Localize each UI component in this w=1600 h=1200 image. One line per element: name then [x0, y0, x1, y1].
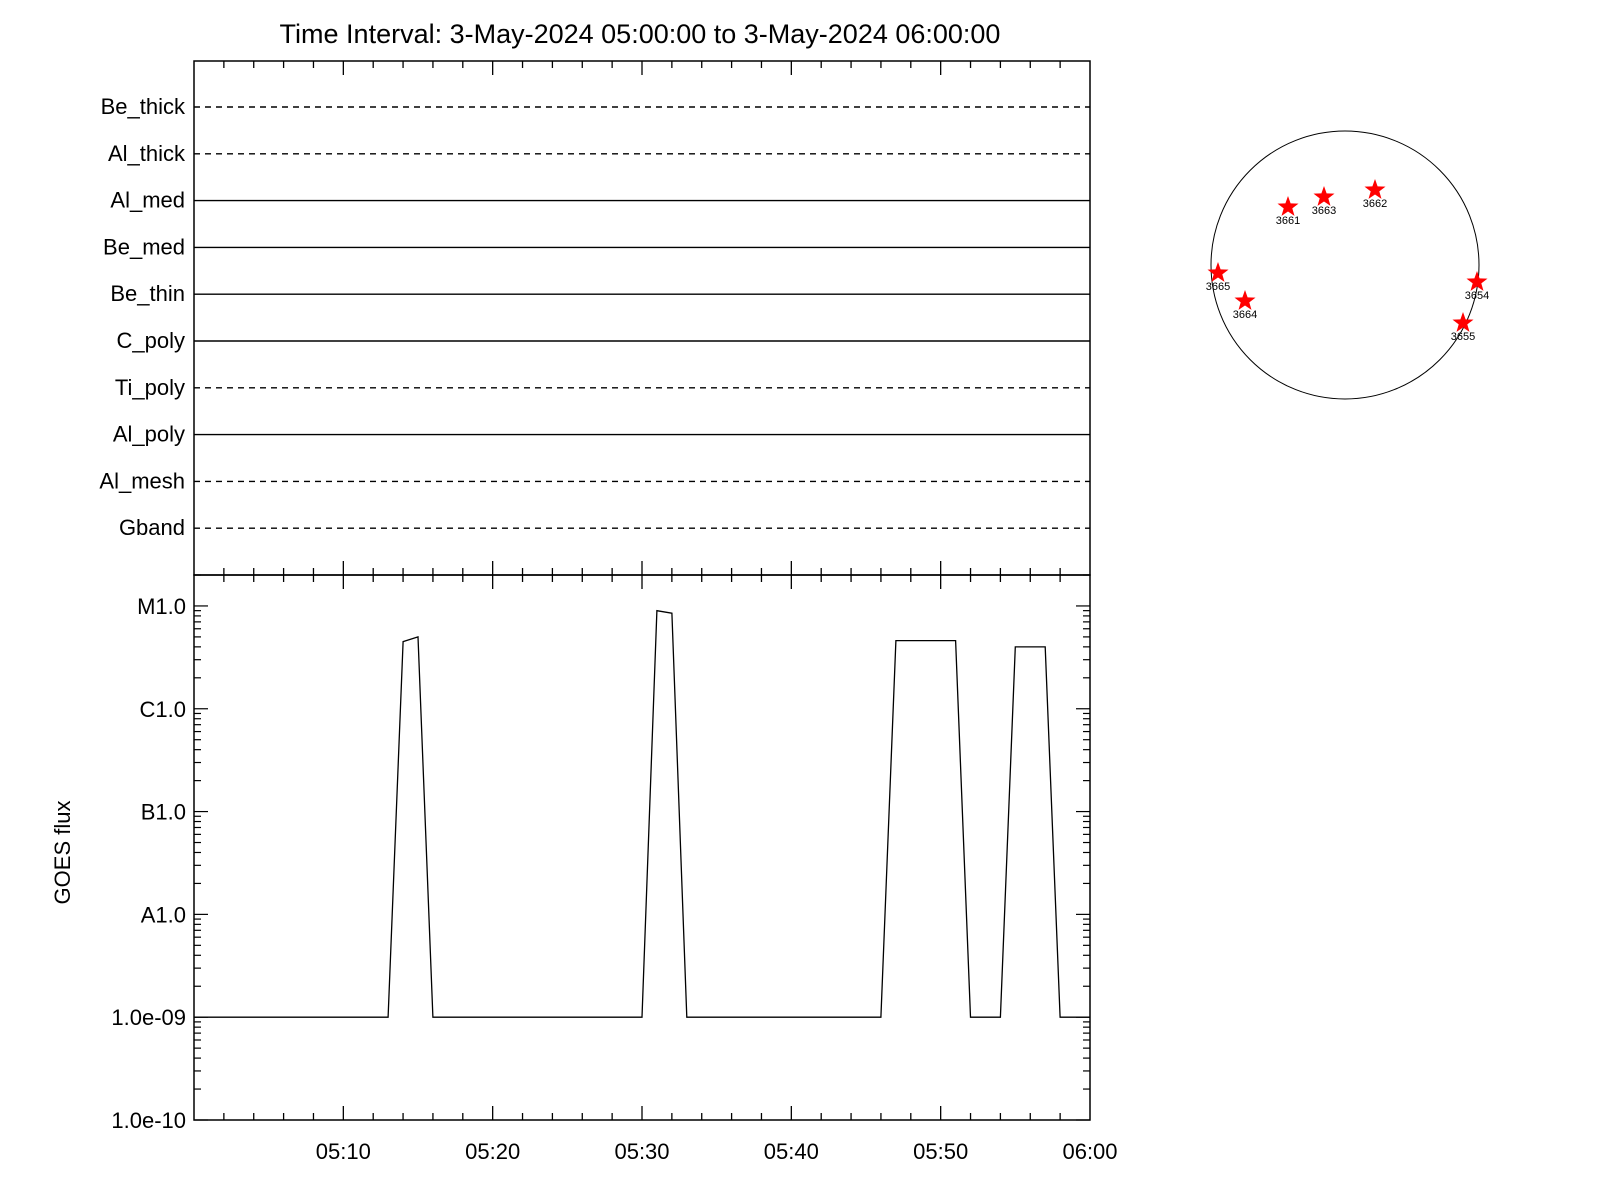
filter-row-label: Gband	[119, 515, 185, 540]
filter-row-label: Al_poly	[113, 422, 185, 447]
filter-status-panel: Be_thick Al_thick Al_med Be_med Be_thin C_pol…	[99, 60, 1091, 589]
active-region-marker	[1364, 179, 1386, 199]
active-region-label: 3662	[1363, 198, 1387, 210]
filter-row-label: Be_med	[103, 234, 185, 259]
active-region-label: 3665	[1206, 281, 1230, 293]
active-region-marker	[1313, 186, 1335, 206]
chart-title: Time Interval: 3-May-2024 05:00:00 to 3-…	[280, 19, 1001, 49]
y-tick-label: 1.0e-09	[111, 1005, 186, 1030]
filter-row-label: Al_thick	[108, 141, 186, 166]
active-region-label: 3664	[1233, 309, 1257, 321]
y-tick-label: 1.0e-10	[111, 1108, 186, 1133]
x-tick-label: 05:10	[316, 1139, 371, 1164]
filter-row-label: Al_med	[110, 188, 185, 213]
goes-flux-panel: 1.0e-10 1.0e-09 A1.0 B1.0 C1.0 M1.0 05:10 05:20…	[50, 574, 1118, 1164]
filter-row-label: Al_mesh	[99, 468, 185, 493]
filter-row-label: Be_thin	[110, 281, 185, 306]
y-tick-label: M1.0	[137, 594, 186, 619]
active-region-marker	[1466, 271, 1488, 291]
filter-row-label: Ti_poly	[115, 375, 185, 400]
active-region-marker	[1277, 196, 1299, 216]
solar-disk-outline	[1210, 130, 1480, 400]
active-region-label: 3663	[1312, 205, 1336, 217]
filter-row-label: Be_thick	[101, 94, 186, 119]
active-region-label: 3654	[1465, 290, 1489, 302]
x-tick-label: 05:40	[764, 1139, 819, 1164]
active-region-label: 3661	[1276, 215, 1300, 227]
y-tick-label: B1.0	[141, 800, 186, 825]
x-tick-label: 05:20	[465, 1139, 520, 1164]
x-tick-label: 05:30	[614, 1139, 669, 1164]
solar-disk-panel: 3661 3663 3662 3665 3664 3654 3655	[1206, 130, 1489, 400]
y-axis-label: GOES flux	[50, 801, 75, 905]
x-tick-label: 06:00	[1062, 1139, 1117, 1164]
filter-row-label: C_poly	[117, 328, 185, 353]
x-tick-label: 05:50	[913, 1139, 968, 1164]
y-tick-label: C1.0	[140, 697, 186, 722]
y-tick-label: A1.0	[141, 902, 186, 927]
goes-flux-series	[194, 609, 1090, 1018]
active-region-marker	[1207, 262, 1229, 282]
active-region-label: 3655	[1451, 331, 1475, 343]
active-region-marker	[1234, 290, 1256, 310]
active-region-marker	[1452, 312, 1474, 332]
filter-panel-frame	[193, 60, 1091, 576]
